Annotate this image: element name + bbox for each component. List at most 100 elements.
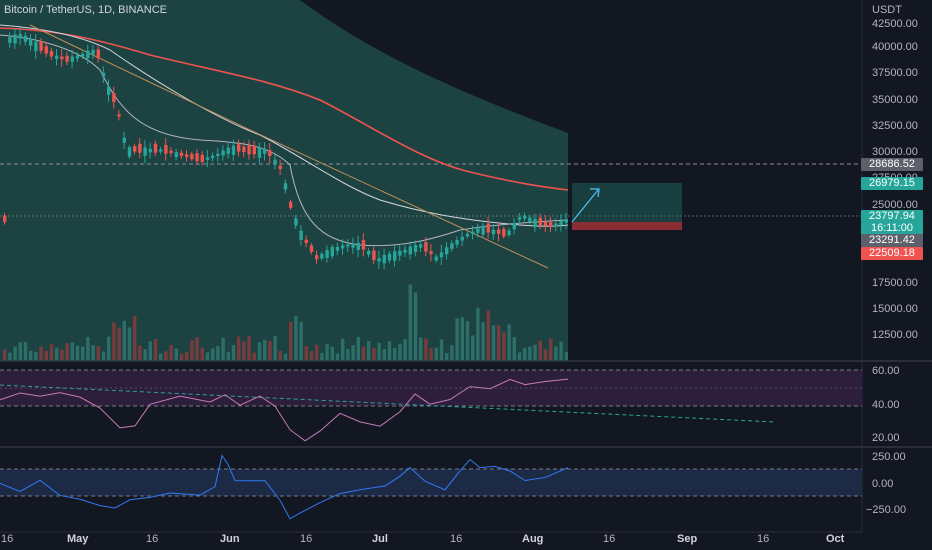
candle (237, 144, 241, 152)
candle (408, 246, 412, 255)
volume-bar (273, 336, 277, 360)
candle (564, 219, 568, 223)
candle (91, 49, 95, 55)
volume-bar (29, 350, 33, 360)
level-badge-mid: 23291.42 (861, 234, 923, 247)
volume-bar (55, 347, 59, 360)
candle (169, 150, 173, 154)
long-position-stop-zone[interactable] (572, 222, 682, 230)
candle (65, 55, 69, 62)
volume-bar (361, 346, 366, 360)
candle (439, 252, 444, 258)
volume-bar (101, 351, 106, 360)
price-tick: 37500.00 (872, 67, 918, 79)
rsi-line (0, 378, 569, 442)
candle (554, 223, 558, 227)
volume-bar (49, 344, 54, 360)
candle (190, 153, 194, 160)
volume-bar (486, 310, 490, 360)
date-tick: Jul (372, 533, 388, 545)
candle (471, 231, 475, 234)
volume-bar (372, 347, 376, 360)
candle (252, 145, 256, 155)
volume-bar (39, 346, 43, 360)
volume-bar (476, 307, 480, 360)
volume-bar (216, 346, 220, 360)
candle (86, 50, 90, 59)
candle (283, 183, 288, 190)
candle (361, 240, 366, 250)
candle (382, 254, 386, 264)
candle (413, 245, 418, 252)
candle (221, 150, 225, 156)
volume-bar (252, 352, 256, 360)
volume-bar (564, 352, 568, 360)
volume-bar (330, 346, 334, 360)
volume-bar (205, 352, 210, 360)
candle (101, 72, 106, 77)
candle (138, 143, 142, 153)
ma-envelope-band (0, 0, 568, 361)
rsi-tick: 40.00 (872, 399, 900, 411)
volume-bar (185, 352, 189, 360)
volume-bar (393, 347, 397, 360)
volume-bar (278, 350, 282, 360)
chart-title[interactable]: Bitcoin / TetherUS, 1D, BINANCE (4, 4, 168, 16)
date-tick: Sep (677, 533, 698, 545)
candle (497, 229, 501, 234)
volume-bar (471, 335, 475, 360)
volume-bar (159, 353, 163, 360)
candle (341, 245, 345, 249)
candle (346, 244, 350, 247)
candle (226, 147, 230, 154)
volume-bar (309, 351, 314, 360)
candle (455, 240, 459, 245)
volume-bar (325, 344, 329, 360)
candle (143, 147, 147, 156)
price-tick: 12500.00 (872, 329, 918, 341)
volume-bar (3, 349, 7, 360)
candle (49, 50, 54, 57)
candle (528, 217, 532, 223)
candle (174, 152, 178, 158)
volume-bar (491, 325, 496, 360)
candle (247, 144, 251, 155)
volume-bar (413, 292, 418, 360)
candle (70, 56, 74, 62)
volume-bar (122, 320, 126, 360)
price-unit-label[interactable]: USDT (872, 4, 902, 16)
oscillator-tick: 250.00 (872, 451, 906, 463)
trend-line (29, 24, 549, 269)
candle (29, 39, 33, 46)
price-tick: 42500.00 (872, 18, 918, 30)
volume-bar (434, 347, 438, 360)
volume-bar (377, 342, 381, 360)
candle (81, 53, 85, 57)
candle (507, 230, 511, 236)
oscillator-tick: 0.00 (872, 478, 894, 490)
stop-price-badge: 22509.18 (861, 247, 923, 260)
candle (377, 258, 381, 262)
volume-bar (237, 336, 241, 360)
price-tick: 40000.00 (872, 41, 918, 53)
volume-bar (450, 345, 454, 360)
candle (403, 249, 407, 253)
volume-bar (81, 346, 85, 360)
candle (335, 246, 340, 251)
volume-bar (153, 339, 158, 360)
volume-bar (554, 346, 558, 360)
volume-bar (127, 327, 132, 360)
candle (398, 250, 402, 256)
volume-bar (299, 321, 303, 360)
candle (231, 145, 236, 155)
date-tick: May (67, 533, 89, 545)
volume-bar (439, 339, 444, 360)
volume-bar (549, 338, 553, 360)
candle (13, 34, 17, 44)
oscillator-line (0, 454, 569, 520)
volume-bar (304, 346, 308, 360)
volume-bar (86, 336, 90, 360)
candle (294, 218, 298, 226)
candle (44, 46, 48, 54)
